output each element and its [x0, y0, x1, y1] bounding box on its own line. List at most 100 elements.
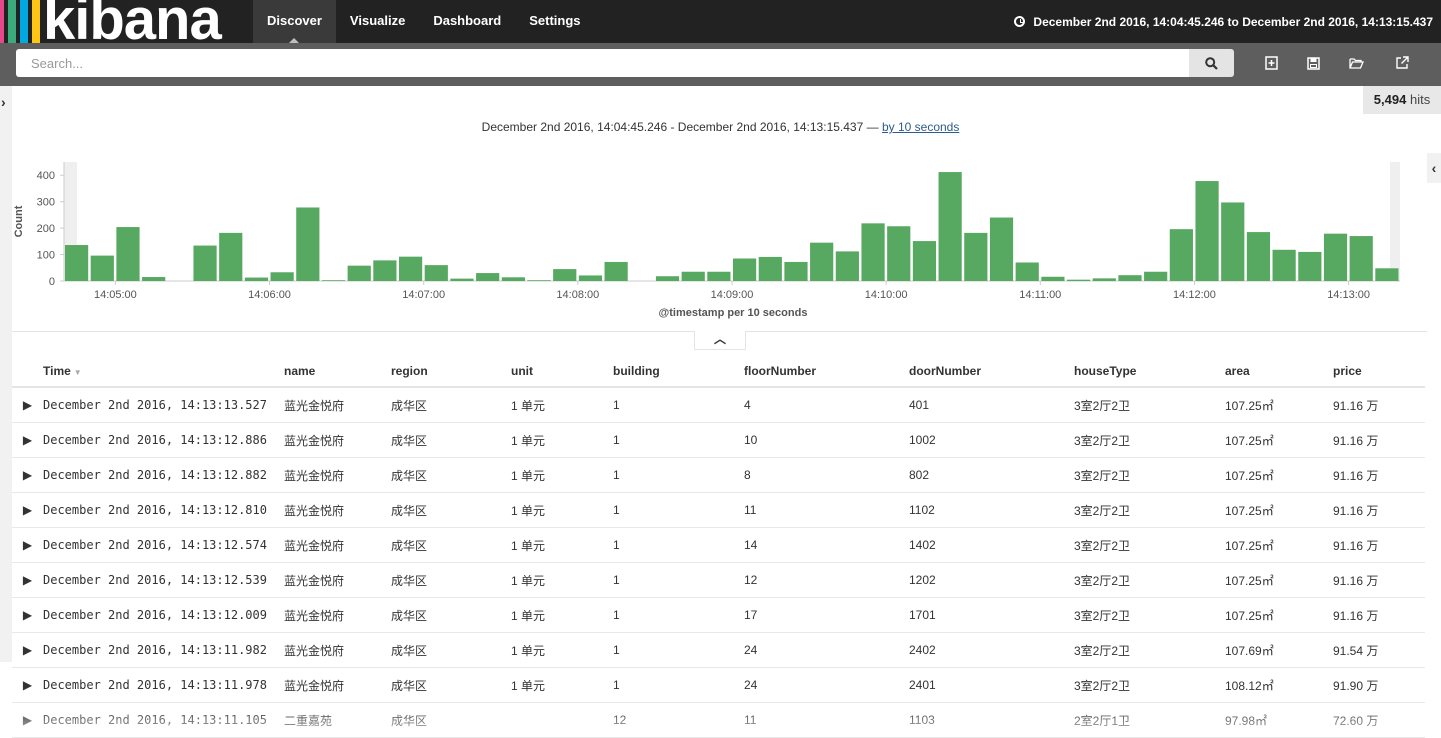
column-header-doornumber[interactable]: doorNumber [909, 356, 1074, 388]
x-axis-label: @timestamp per 10 seconds [659, 307, 808, 319]
expand-row-caret-icon[interactable]: ▶ [12, 562, 43, 598]
histogram-bar [989, 217, 1014, 281]
table-body: ▶ December 2nd 2016, 14:13:13.527 蓝光金悦府 成华区… [12, 387, 1425, 738]
histogram-bar [887, 226, 911, 281]
cell-area: 107.69㎡ [1225, 632, 1333, 668]
new-search-button[interactable] [1260, 52, 1282, 74]
column-header-name[interactable]: name [284, 356, 391, 388]
time-picker[interactable]: December 2nd 2016, 14:04:45.246 to Decem… [1014, 0, 1433, 43]
histogram-bar [90, 255, 114, 281]
collapse-chart-button[interactable]: ︿ [694, 331, 746, 350]
cell-floornumber: 14 [744, 527, 909, 563]
logo-stripe [32, 0, 40, 43]
column-header-floornumber[interactable]: floorNumber [744, 356, 909, 388]
chart-time-range: December 2nd 2016, 14:04:45.246 - Decemb… [481, 120, 879, 134]
histogram-bar [193, 245, 217, 281]
x-tick-label: 14:11:00 [1019, 289, 1061, 301]
table-row[interactable]: ▶ December 2nd 2016, 14:13:12.009 蓝光金悦府 成华区… [12, 597, 1425, 633]
cell-price: 91.16 万 [1333, 457, 1425, 493]
column-header-building[interactable]: building [613, 356, 744, 388]
table-row[interactable]: ▶ December 2nd 2016, 14:13:11.978 蓝光金悦府 成华区… [12, 667, 1425, 703]
cell-building: 1 [613, 562, 744, 598]
cell-doornumber: 401 [909, 387, 1074, 423]
cell-housetype: 3室2厅2卫 [1074, 457, 1225, 493]
cell-unit: 1 单元 [511, 632, 613, 668]
kibana-logo[interactable]: kibana [0, 0, 240, 43]
column-header-area[interactable]: area [1225, 356, 1333, 388]
table-row[interactable]: ▶ December 2nd 2016, 14:13:12.574 蓝光金悦府 成华区… [12, 527, 1425, 563]
cell-building: 1 [613, 387, 744, 423]
table-row[interactable]: ▶ December 2nd 2016, 14:13:11.982 蓝光金悦府 成华区… [12, 632, 1425, 668]
nav-item-settings[interactable]: Settings [529, 13, 581, 28]
column-header-time[interactable]: Time ▼ [43, 356, 284, 388]
histogram-bar [424, 265, 448, 281]
table-row[interactable]: ▶ December 2nd 2016, 14:13:12.886 蓝光金悦府 成华区… [12, 422, 1425, 458]
histogram-bar [347, 265, 371, 281]
y-tick-label: 200 [37, 223, 55, 235]
table-row[interactable]: ▶ December 2nd 2016, 14:13:12.882 蓝光金悦府 成华区… [12, 457, 1425, 493]
cell-time: December 2nd 2016, 14:13:12.882 [43, 457, 284, 493]
histogram-bar [707, 271, 731, 281]
expand-row-caret-icon[interactable]: ▶ [12, 527, 43, 563]
cell-area: 108.12㎡ [1225, 667, 1333, 703]
cell-time: December 2nd 2016, 14:13:12.539 [43, 562, 284, 598]
logo-stripe [20, 0, 28, 43]
cell-name: 蓝光金悦府 [284, 667, 391, 703]
save-search-button[interactable] [1302, 52, 1324, 74]
histogram-bar [578, 275, 603, 281]
chevron-up-icon: ︿ [713, 332, 726, 346]
cell-time: December 2nd 2016, 14:13:11.978 [43, 667, 284, 703]
column-header-label: building [613, 364, 660, 378]
column-header-unit[interactable]: unit [511, 356, 613, 388]
table-row[interactable]: ▶ December 2nd 2016, 14:13:13.527 蓝光金悦府 成华区… [12, 387, 1425, 423]
column-header-label: name [284, 364, 316, 378]
expand-row-caret-icon[interactable]: ▶ [12, 457, 43, 493]
expand-row-caret-icon[interactable]: ▶ [12, 422, 43, 458]
histogram-bar [244, 277, 269, 281]
cell-housetype: 3室2厅2卫 [1074, 492, 1225, 528]
cell-unit: 1 单元 [511, 667, 613, 703]
table-row[interactable]: ▶ December 2nd 2016, 14:13:12.539 蓝光金悦府 成华区… [12, 562, 1425, 598]
share-search-button[interactable] [1391, 52, 1413, 74]
cell-time: December 2nd 2016, 14:13:12.886 [43, 422, 284, 458]
column-header-price[interactable]: price [1333, 356, 1425, 388]
cell-area: 107.25㎡ [1225, 457, 1333, 493]
nav-item-visualize[interactable]: Visualize [349, 13, 406, 28]
search-input[interactable] [16, 49, 1189, 77]
sidebar-toggle[interactable]: › [0, 86, 12, 662]
cell-region: 成华区 [391, 667, 511, 703]
cell-floornumber: 8 [744, 457, 909, 493]
search-button[interactable] [1189, 49, 1234, 77]
expand-row-caret-icon[interactable]: ▶ [12, 632, 43, 668]
save-icon [1306, 56, 1320, 70]
search-icon [1205, 56, 1218, 70]
histogram-bar [681, 271, 705, 281]
cell-floornumber: 24 [744, 632, 909, 668]
table-row[interactable]: ▶ December 2nd 2016, 14:13:12.810 蓝光金悦府 成华区… [12, 492, 1425, 528]
legend-toggle[interactable]: ‹ [1427, 153, 1441, 183]
histogram-bar [784, 261, 808, 281]
cell-name: 蓝光金悦府 [284, 527, 391, 563]
interval-link[interactable]: by 10 seconds [881, 120, 960, 134]
cell-unit: 1 单元 [511, 457, 613, 493]
nav-item-dashboard[interactable]: Dashboard [433, 13, 502, 28]
cell-floornumber: 17 [744, 597, 909, 633]
histogram-bar [861, 223, 885, 281]
cell-doornumber: 2401 [909, 667, 1074, 703]
x-tick-label: 14:06:00 [248, 289, 291, 301]
nav-item-discover[interactable]: Discover [253, 0, 336, 43]
histogram-bar [270, 272, 294, 281]
expand-row-caret-icon[interactable]: ▶ [12, 597, 43, 633]
chart-header: December 2nd 2016, 14:04:45.246 - Decemb… [0, 120, 1441, 134]
column-header-region[interactable]: region [391, 356, 511, 388]
sort-desc-icon[interactable]: ▼ [73, 368, 82, 377]
open-search-button[interactable] [1345, 52, 1367, 74]
cell-time: December 2nd 2016, 14:13:12.009 [43, 597, 284, 633]
cell-region: 成华区 [391, 562, 511, 598]
expand-row-caret-icon[interactable]: ▶ [12, 387, 43, 423]
expand-row-caret-icon[interactable]: ▶ [12, 492, 43, 528]
cell-name: 蓝光金悦府 [284, 457, 391, 493]
cell-area: 107.25㎡ [1225, 422, 1333, 458]
expand-row-caret-icon[interactable]: ▶ [12, 667, 43, 703]
column-header-housetype[interactable]: houseType [1074, 356, 1225, 388]
